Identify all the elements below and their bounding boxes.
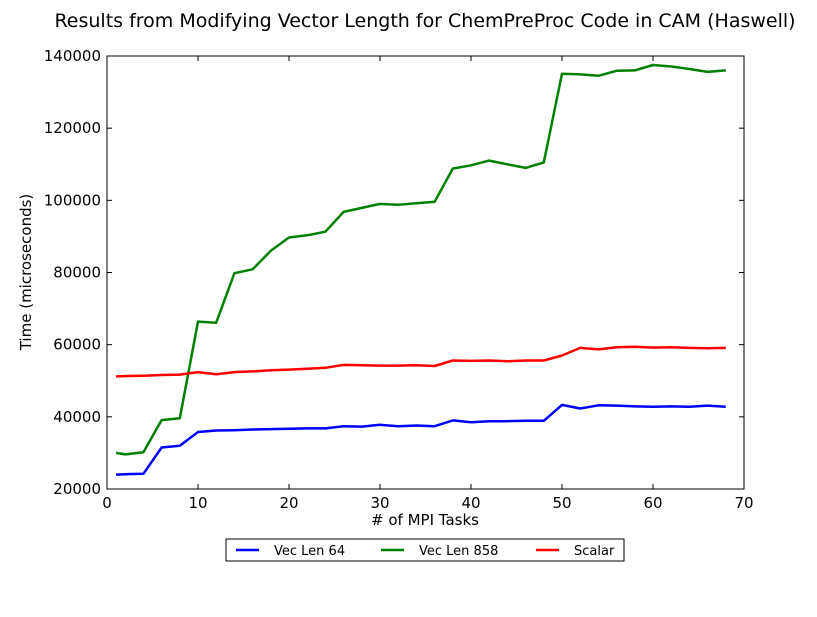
y-tick-label: 140000 [44,47,101,65]
x-tick-label: 40 [461,494,480,512]
legend: Vec Len 64 Vec Len 858 Scalar [225,538,625,562]
tick-layer: 0 10 20 30 40 50 60 70 20000 40000 60000 80000 10000… [44,47,754,512]
legend-label-1: Vec Len 64 [274,544,345,559]
y-axis-label: Time (microseconds) [17,194,35,352]
x-tick-label: 20 [279,494,298,512]
y-tick-label: 20000 [53,480,101,498]
series-layer [115,63,726,476]
series-line-1 [116,403,726,476]
y-tick-label: 40000 [53,408,101,426]
legend-box [225,538,625,562]
y-tick-label: 120000 [44,119,101,137]
x-tick-label: 0 [102,494,112,512]
x-tick-label: 50 [552,494,571,512]
y-tick-label: 80000 [53,264,101,282]
y-tick-label: 60000 [53,336,101,354]
x-axis-label: # of MPI Tasks [371,511,479,529]
series-line-2 [115,63,726,456]
series-line-3 [116,345,726,378]
plot-area [107,56,744,489]
x-tick-label: 70 [734,494,753,512]
x-tick-label: 60 [643,494,662,512]
legend-label-2: Vec Len 858 [419,544,498,559]
legend-label-3: Scalar [574,544,615,559]
chart-title: Results from Modifying Vector Length for… [54,10,795,32]
y-tick-label: 100000 [44,191,101,209]
x-tick-label: 30 [370,494,389,512]
x-tick-label: 10 [188,494,207,512]
